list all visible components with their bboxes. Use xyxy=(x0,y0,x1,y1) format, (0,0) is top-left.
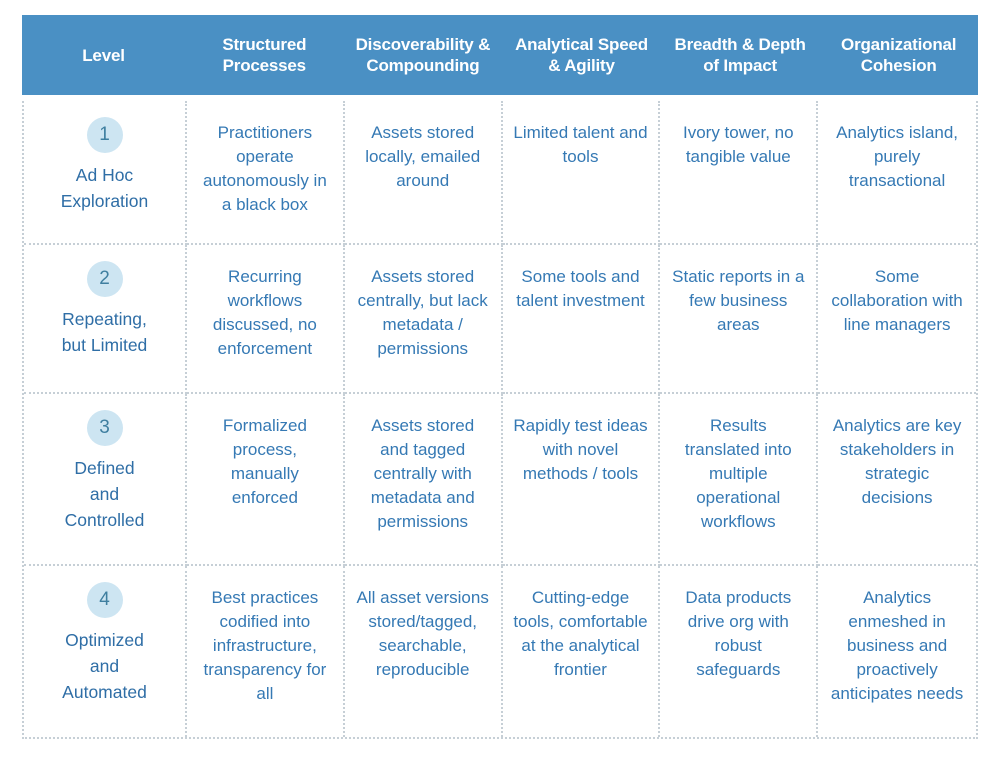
matrix-cell-speed-agility-4: Cutting-edge tools, comfortable at the a… xyxy=(503,566,661,737)
level-label: Defined and Controlled xyxy=(64,458,145,530)
matrix-cell-cohesion-4: Analytics enmeshed in business and proac… xyxy=(830,588,964,703)
matrix-cell-breadth-depth-4: Data products drive org with robust safe… xyxy=(660,566,819,737)
level-label: Ad Hoc Exploration xyxy=(60,165,149,211)
matrix-cell-breadth-depth-1: Ivory tower, no tangible value xyxy=(660,101,819,245)
matrix-cell-structured-processes-1: Practitioners operate autonomously in a … xyxy=(187,101,345,245)
matrix-cell-discoverability-3: Assets stored and tagged centrally with … xyxy=(344,394,503,566)
matrix-cell-speed-agility-1: Limited talent and tools xyxy=(502,101,661,245)
level-cell-2: 2 Repeating, but Limited xyxy=(24,245,187,394)
matrix-cell-structured-processes-3: Formalized process, manually enforced xyxy=(187,394,345,566)
matrix-cell-speed-agility-3: Rapidly test ideas with novel methods / … xyxy=(502,394,661,566)
column-header-organizational-cohesion: Organizational Cohesion xyxy=(841,35,957,75)
matrix-cell-breadth-depth-2: Static reports in a few business areas xyxy=(660,245,819,394)
matrix-cell-cohesion-1: Analytics island, purely transactional xyxy=(818,101,976,245)
level-cell-4: 4 Optimized and Automated xyxy=(24,566,187,737)
column-header-structured-processes: Structured Processes xyxy=(222,35,307,75)
maturity-matrix-table: Level Structured Processes Discoverabili… xyxy=(22,15,978,739)
matrix-cell-breadth-depth-3: Results translated into multiple operati… xyxy=(660,394,819,566)
level-label: Optimized and Automated xyxy=(62,630,147,702)
level-cell-1: 1 Ad Hoc Exploration xyxy=(24,101,187,245)
matrix-cell-discoverability-1: Assets stored locally, emailed around xyxy=(344,101,503,245)
level-number-badge: 3 xyxy=(86,410,123,446)
matrix-cell-cohesion-3: Analytics are key stakeholders in strate… xyxy=(818,394,976,566)
matrix-cell-cohesion-2: Some collaboration with line managers xyxy=(818,245,976,394)
column-header-analytical-speed-agility: Analytical Speed & Agility xyxy=(515,35,648,75)
level-cell-3: 3 Defined and Controlled xyxy=(24,394,187,566)
level-label: Repeating, but Limited xyxy=(61,309,148,355)
matrix-cell-structured-processes-2: Recurring workflows discussed, no enforc… xyxy=(187,245,345,394)
matrix-cell-structured-processes-4: Best practices codified into infrastruct… xyxy=(187,566,345,737)
column-header-breadth-depth-impact: Breadth & Depth of Impact xyxy=(674,35,806,75)
column-header-discoverability-compounding: Discoverability & Compounding xyxy=(355,35,491,75)
matrix-cell-speed-agility-2: Some tools and talent investment xyxy=(502,245,661,394)
matrix-cell-discoverability-2: Assets stored centrally, but lack metada… xyxy=(344,245,503,394)
column-header-level: Level xyxy=(82,45,125,65)
table-header: Level Structured Processes Discoverabili… xyxy=(22,15,978,95)
level-number-badge: 1 xyxy=(86,117,123,153)
matrix-cell-discoverability-4: All asset versions stored/tagged, search… xyxy=(345,566,503,737)
table-body: 1 Ad Hoc Exploration Practitioners opera… xyxy=(22,101,978,739)
level-number-badge: 2 xyxy=(86,261,123,297)
level-number-badge: 4 xyxy=(86,582,123,618)
